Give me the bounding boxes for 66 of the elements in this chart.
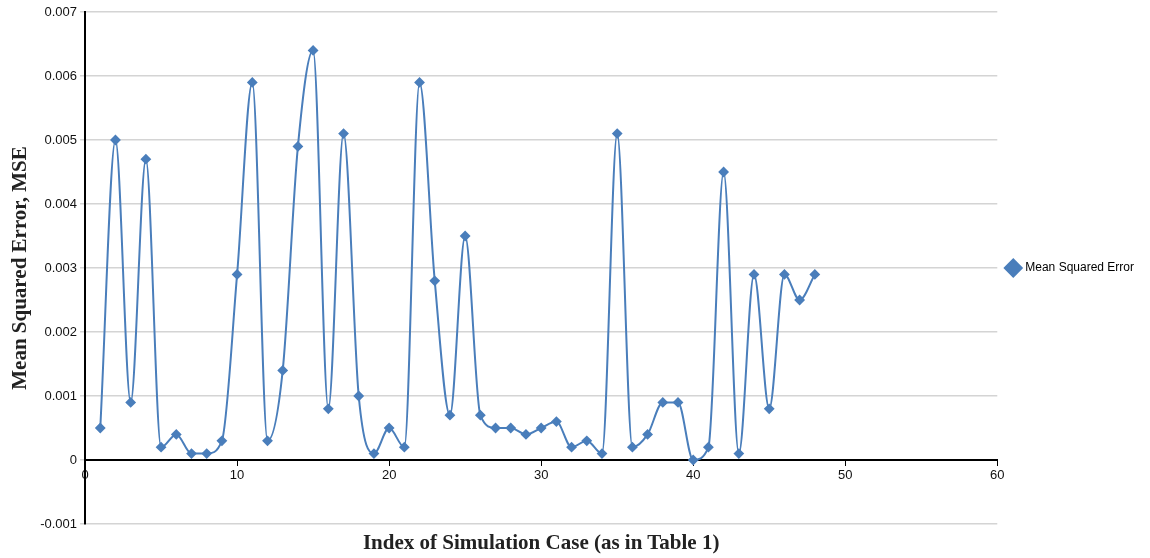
point — [520, 429, 531, 440]
point — [232, 269, 243, 280]
x-axis-title: Index of Simulation Case (as in Table 1) — [362, 529, 720, 554]
point — [673, 397, 683, 408]
point — [779, 269, 790, 280]
point — [490, 423, 501, 433]
y-tick-label: 0.006 — [44, 67, 78, 83]
point — [353, 391, 364, 401]
y-tick-label: 0.007 — [44, 3, 78, 19]
point — [460, 231, 471, 241]
point — [95, 423, 106, 433]
x-tick-label: 20 — [381, 467, 397, 483]
x-tick-label: 30 — [533, 467, 549, 483]
point — [764, 403, 775, 414]
point — [688, 455, 699, 465]
point — [110, 135, 121, 145]
point — [368, 448, 379, 459]
point — [444, 410, 455, 421]
point — [505, 423, 516, 433]
point — [156, 442, 167, 453]
point — [216, 435, 227, 446]
point — [581, 435, 592, 446]
point — [414, 77, 425, 88]
y-tick-label: 0.003 — [44, 259, 78, 275]
point — [642, 429, 653, 440]
x-tick-label: 50 — [838, 467, 853, 483]
point — [809, 269, 820, 280]
y-tick-label: 0.002 — [44, 323, 78, 339]
point — [627, 442, 638, 453]
y-axis-title: Mean Squared Error, MSE — [7, 146, 32, 390]
point — [399, 442, 410, 453]
point — [536, 423, 547, 433]
point — [429, 275, 440, 286]
y-tick-label: 0.004 — [44, 195, 78, 211]
point — [612, 128, 623, 139]
point — [596, 448, 607, 459]
x-tick-label: 40 — [685, 467, 701, 483]
point — [277, 365, 288, 376]
point — [475, 410, 486, 421]
x-tick-label: 60 — [990, 467, 1005, 483]
y-tick-label: 0.005 — [44, 131, 78, 147]
point — [308, 45, 319, 56]
point — [566, 442, 577, 453]
point — [657, 397, 668, 408]
point — [703, 442, 714, 453]
point — [201, 448, 212, 459]
point — [140, 154, 151, 165]
point — [171, 429, 182, 440]
point — [292, 141, 303, 152]
point — [247, 77, 258, 88]
point — [551, 416, 562, 427]
point — [125, 397, 136, 408]
point — [338, 128, 349, 139]
point — [749, 269, 760, 280]
point — [718, 167, 729, 177]
legend-label: Mean Squared Error — [1025, 260, 1135, 275]
y-tick-label: 0 — [69, 451, 78, 467]
x-tick-label: 10 — [229, 467, 245, 483]
y-tick-label: -0.001 — [40, 515, 78, 531]
point — [794, 295, 805, 305]
y-tick-label: 0.001 — [44, 387, 78, 403]
point — [733, 448, 744, 459]
point — [186, 448, 197, 459]
point — [323, 403, 334, 414]
point — [384, 423, 395, 433]
point — [262, 435, 273, 446]
